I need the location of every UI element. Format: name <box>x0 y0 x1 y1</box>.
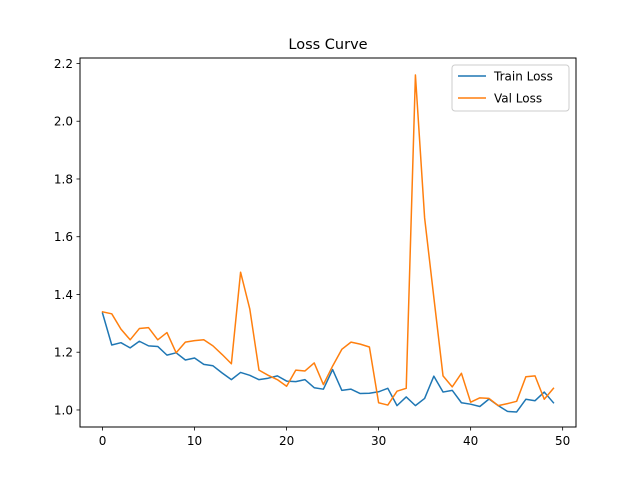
x-tick-label: 10 <box>187 434 202 448</box>
y-tick-label: 2.2 <box>54 57 73 71</box>
series-line-val-loss <box>101 74 555 407</box>
x-tick-label: 20 <box>279 434 294 448</box>
legend-label-train-loss: Train Loss <box>493 70 553 84</box>
plot-frame <box>79 57 577 428</box>
y-tick-label: 1.0 <box>54 403 73 417</box>
legend: Train Loss Val Loss <box>451 64 570 112</box>
x-tick-label: 40 <box>463 434 478 448</box>
y-tick-label: 2.0 <box>54 115 73 129</box>
legend-label-val-loss: Val Loss <box>494 92 542 106</box>
y-tick-label: 1.2 <box>54 346 73 360</box>
x-tick-label: 0 <box>99 434 107 448</box>
y-tick-label: 1.6 <box>54 230 73 244</box>
y-tick-label: 1.8 <box>54 172 73 186</box>
x-tick-label: 30 <box>371 434 386 448</box>
chart-title: Loss Curve <box>288 37 367 53</box>
y-tick-label: 1.4 <box>54 288 73 302</box>
x-tick-label: 50 <box>555 434 570 448</box>
series-line-train-loss <box>101 312 555 413</box>
